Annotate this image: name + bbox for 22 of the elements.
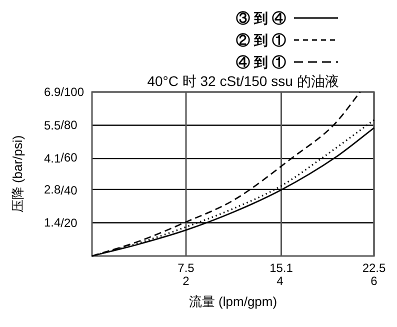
- y2-tick-label: /80: [60, 118, 78, 132]
- x2-tick-label: 2: [182, 274, 190, 288]
- y2-tick-label: /60: [60, 150, 78, 165]
- y2-tick-label: /100: [60, 85, 84, 99]
- y-tick-label: 4.1: [44, 152, 61, 166]
- y-tick-label: 6.9: [44, 85, 61, 99]
- x-tick-label: 22.5: [362, 261, 386, 275]
- legend-label: ④ 到 ①: [236, 54, 286, 70]
- y-tick-label: 1.4: [44, 216, 61, 230]
- legend-label: ② 到 ①: [236, 32, 286, 48]
- y-tick-label: 2.8: [44, 182, 61, 196]
- x-tick-label: 15.1: [270, 261, 294, 275]
- y2-tick-label: /20: [60, 216, 78, 230]
- y2-tick-label: /40: [60, 183, 78, 198]
- x-tick-label: 7.5: [178, 261, 195, 275]
- y-tick-label: 5.5: [44, 118, 61, 132]
- x-axis-title: 流量 (lpm/gpm): [188, 294, 278, 309]
- x2-tick-label: 4: [276, 274, 284, 288]
- legend-label: ③ 到 ④: [236, 10, 286, 26]
- x2-tick-label: 6: [370, 274, 378, 288]
- y-axis-title: 压降 (bar/psi): [10, 135, 25, 213]
- chart-title: 40°C 时 32 cSt/150 ssu 的油液: [147, 73, 339, 89]
